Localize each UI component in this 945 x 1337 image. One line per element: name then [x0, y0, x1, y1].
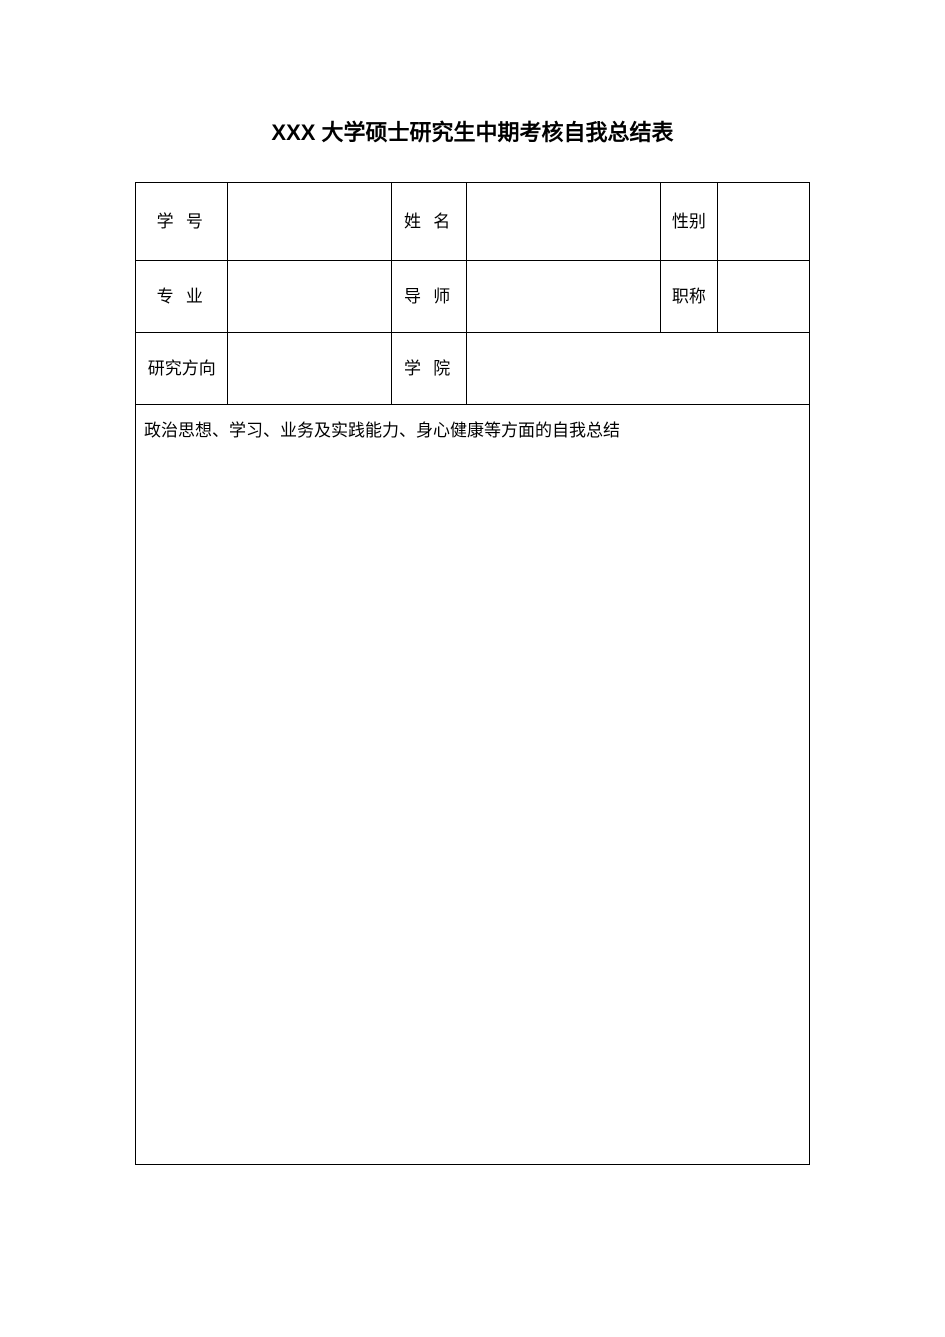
- page-container: XXX 大学硕士研究生中期考核自我总结表 学 号 姓 名 性别 专 业 导 师 …: [0, 0, 945, 1165]
- summary-cell[interactable]: 政治思想、学习、业务及实践能力、身心健康等方面的自我总结: [136, 405, 810, 1165]
- major-label: 专 业: [136, 261, 228, 333]
- gender-label: 性别: [661, 183, 717, 261]
- research-direction-label: 研究方向: [136, 333, 228, 405]
- student-id-label: 学 号: [136, 183, 228, 261]
- title-rank-value[interactable]: [717, 261, 809, 333]
- summary-row: 政治思想、学习、业务及实践能力、身心健康等方面的自我总结: [136, 405, 810, 1165]
- student-id-value[interactable]: [228, 183, 391, 261]
- document-title: XXX 大学硕士研究生中期考核自我总结表: [135, 115, 810, 147]
- advisor-label: 导 师: [391, 261, 467, 333]
- title-rank-label: 职称: [661, 261, 717, 333]
- name-value[interactable]: [467, 183, 661, 261]
- gender-value[interactable]: [717, 183, 809, 261]
- assessment-form-table: 学 号 姓 名 性别 专 业 导 师 职称 研究方向 学 院 政治思想、学习、业…: [135, 182, 810, 1165]
- table-row: 研究方向 学 院: [136, 333, 810, 405]
- summary-prompt: 政治思想、学习、业务及实践能力、身心健康等方面的自我总结: [144, 421, 620, 440]
- research-direction-value[interactable]: [228, 333, 391, 405]
- table-row: 学 号 姓 名 性别: [136, 183, 810, 261]
- college-label: 学 院: [391, 333, 467, 405]
- name-label: 姓 名: [391, 183, 467, 261]
- table-row: 专 业 导 师 职称: [136, 261, 810, 333]
- college-value[interactable]: [467, 333, 810, 405]
- major-value[interactable]: [228, 261, 391, 333]
- advisor-value[interactable]: [467, 261, 661, 333]
